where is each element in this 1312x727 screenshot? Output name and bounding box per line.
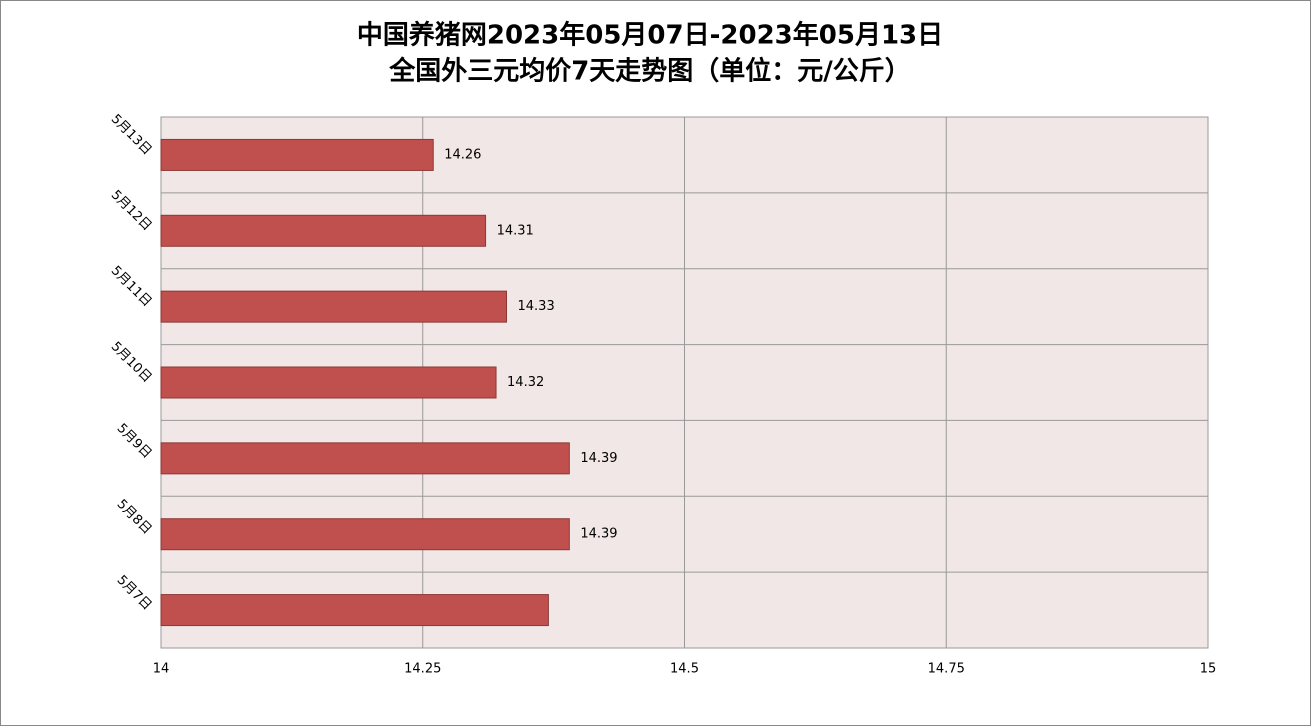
x-tick-label: 14: [153, 662, 170, 677]
data-label: 14.33: [518, 299, 555, 314]
chart-subtitle: 全国外三元均价7天走势图（单位：元/公斤）: [388, 56, 911, 87]
x-tick-label: 14.25: [404, 662, 441, 677]
bar: [160, 518, 570, 551]
x-tick-label: 14.5: [670, 662, 699, 677]
bar: [160, 290, 508, 323]
bar: [160, 366, 497, 399]
bar: [160, 214, 487, 247]
data-label: 14.39: [580, 527, 617, 542]
data-label: 14.32: [507, 375, 544, 390]
bar: [160, 594, 549, 627]
x-tick-label: 15: [1200, 662, 1217, 677]
data-label: 14.31: [497, 223, 534, 238]
bar: [160, 442, 570, 475]
chart-title: 中国养猪网2023年05月07日-2023年05月13日: [357, 20, 943, 51]
data-label: 14.26: [444, 147, 481, 162]
data-label: 14.39: [580, 451, 617, 466]
x-tick-label: 14.75: [928, 662, 965, 677]
bar: [160, 138, 434, 171]
